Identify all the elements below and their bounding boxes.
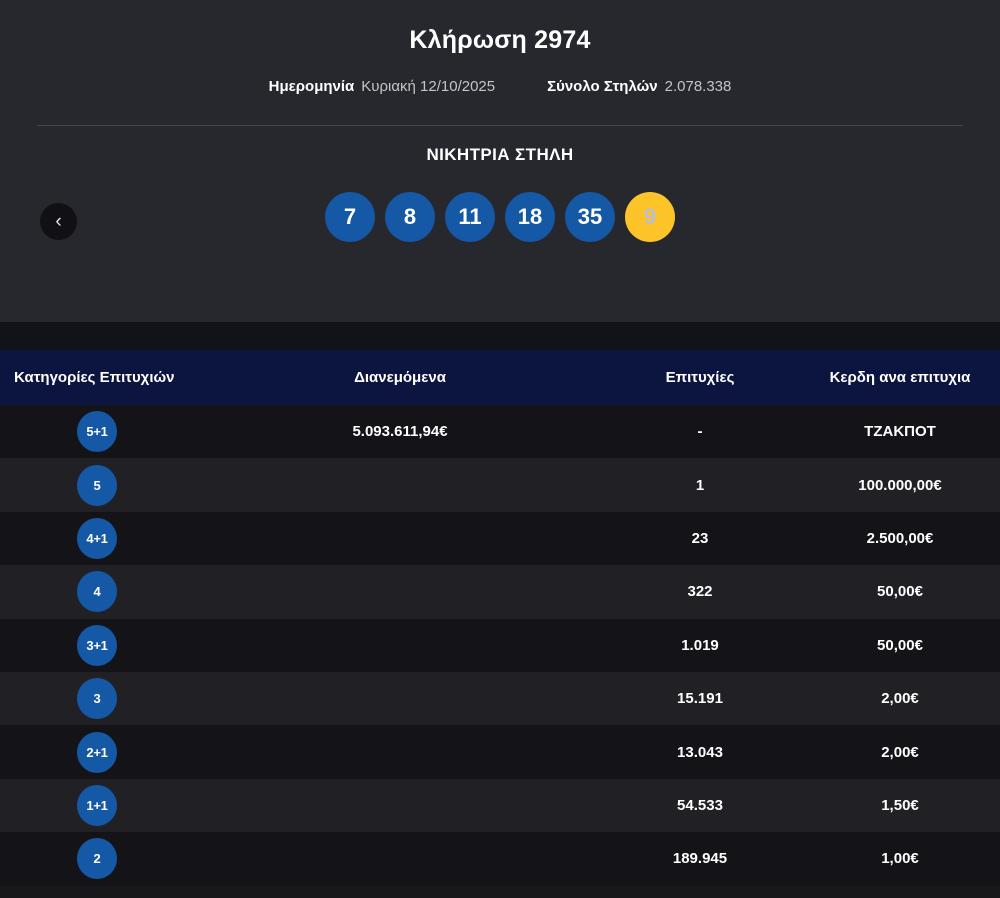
prize-cell: 2,00€ [881, 690, 919, 708]
draw-meta: Ημερομηνία Κυριακή 12/10/2025 Σύνολο Στη… [0, 78, 1000, 95]
divider [37, 125, 963, 126]
table-row: 3 15.191 2,00€ [0, 671, 1000, 726]
category-cell: 2+1 [0, 731, 200, 773]
winners-cell: 15.191 [677, 690, 723, 708]
category-badge: 4+1 [77, 517, 117, 559]
prize-cell: 50,00€ [877, 636, 923, 654]
draw-summary-section: Κλήρωση 2974 Ημερομηνία Κυριακή 12/10/20… [0, 0, 1000, 322]
header-winners: Επιτυχίες [665, 369, 735, 386]
table-row: 1+1 54.533 1,50€ [0, 778, 1000, 833]
category-badge: 1+1 [77, 784, 117, 826]
winning-number-ball: 35 [565, 192, 615, 242]
category-badge: 5+1 [77, 411, 117, 453]
winning-number-ball: 18 [505, 192, 555, 242]
category-badge: 4 [77, 571, 117, 613]
category-cell: 2 [0, 838, 200, 880]
category-badge: 2 [77, 838, 117, 880]
winners-cell: 322 [687, 583, 713, 601]
prize-cell: ΤΖΑΚΠΟΤ [864, 423, 936, 441]
chevron-left-icon: ‹ [55, 211, 62, 232]
prize-cell: 100.000,00€ [858, 476, 942, 494]
category-cell: 1+1 [0, 784, 200, 826]
prize-table-body: 5+1 5.093.611,94€ - ΤΖΑΚΠΟΤ 5 1 100.000,00€ 4+1… [0, 405, 1000, 886]
columns-label: Σύνολο Στηλών [547, 78, 658, 95]
section-spacer [0, 322, 1000, 350]
category-cell: 4+1 [0, 517, 200, 559]
category-badge: 5 [77, 464, 117, 506]
category-badge: 3+1 [77, 624, 117, 666]
table-row: 2 189.945 1,00€ [0, 832, 1000, 886]
joker-number-ball: 9 [625, 192, 675, 242]
date-value: Κυριακή 12/10/2025 [361, 78, 496, 95]
header-prize: Κερδη ανα επιτυχια [829, 369, 971, 386]
prize-cell: 50,00€ [877, 583, 923, 601]
columns-value: 2.078.338 [664, 78, 732, 95]
category-cell: 5 [0, 464, 200, 506]
prize-cell: 1,00€ [881, 850, 919, 868]
winners-cell: 23 [691, 529, 709, 547]
winners-cell: 54.533 [677, 796, 723, 814]
winners-cell: 189.945 [672, 850, 728, 868]
winners-cell: - [697, 423, 703, 441]
category-badge: 3 [77, 678, 117, 720]
winners-cell: 13.043 [677, 743, 723, 761]
winning-number-ball: 11 [445, 192, 495, 242]
header-categories: Κατηγορίες Επιτυχιών [14, 369, 175, 386]
table-row: 4 322 50,00€ [0, 565, 1000, 619]
prize-cell: 2,00€ [881, 743, 919, 761]
winning-numbers: 7 8 11 18 35 9 [0, 192, 1000, 242]
category-cell: 3 [0, 678, 200, 720]
category-cell: 3+1 [0, 624, 200, 666]
date-label: Ημερομηνία [268, 78, 355, 95]
winning-number-ball: 7 [325, 192, 375, 242]
table-row: 2+1 13.043 2,00€ [0, 725, 1000, 779]
category-badge: 2+1 [77, 731, 117, 773]
winners-cell: 1 [695, 476, 705, 494]
prize-cell: 2.500,00€ [866, 529, 934, 547]
winning-column-title: ΝΙΚΗΤΡΙΑ ΣΤΗΛΗ [426, 145, 574, 164]
prize-table-header: Κατηγορίες Επιτυχιών Διανεμόμενα Επιτυχί… [0, 350, 1000, 405]
header-distributed: Διανεμόμενα [354, 369, 446, 386]
category-cell: 5+1 [0, 411, 200, 453]
table-row: 4+1 23 2.500,00€ [0, 511, 1000, 566]
winning-number-ball: 8 [385, 192, 435, 242]
prize-cell: 1,50€ [881, 796, 919, 814]
draw-date: Ημερομηνία Κυριακή 12/10/2025 [269, 78, 495, 95]
total-columns: Σύνολο Στηλών 2.078.338 [547, 78, 731, 95]
winners-cell: 1.019 [681, 636, 719, 654]
previous-draw-button[interactable]: ‹ [40, 203, 77, 240]
page-title: Κλήρωση 2974 [409, 26, 591, 54]
distributed-cell: 5.093.611,94€ [352, 423, 448, 441]
table-row: 5+1 5.093.611,94€ - ΤΖΑΚΠΟΤ [0, 405, 1000, 459]
table-row: 5 1 100.000,00€ [0, 458, 1000, 512]
category-cell: 4 [0, 571, 200, 613]
table-row: 3+1 1.019 50,00€ [0, 618, 1000, 672]
